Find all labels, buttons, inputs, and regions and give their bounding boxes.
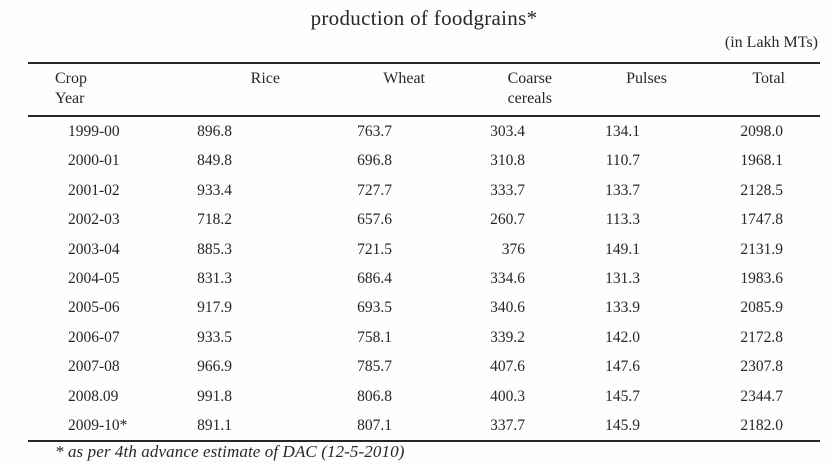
cell-year: 2002-03 bbox=[68, 211, 120, 229]
cell-pulses: 145.7 bbox=[605, 387, 640, 405]
header-total: Total bbox=[672, 63, 820, 117]
table-row: 2006-07 933.5 758.1 339.2 142.0 2172.8 bbox=[28, 323, 820, 352]
cell-pulses: 134.1 bbox=[605, 123, 640, 140]
page-title: production of foodgrains* bbox=[310, 6, 538, 30]
cell-pulses: 133.9 bbox=[605, 299, 640, 317]
cell-coarse: 340.6 bbox=[490, 299, 525, 317]
cell-total: 2307.8 bbox=[740, 358, 783, 376]
cell-total: 2182.0 bbox=[740, 417, 783, 435]
cell-total: 1968.1 bbox=[740, 152, 783, 170]
cell-rice: 718.2 bbox=[197, 211, 232, 229]
header-crop-year: Crop Year bbox=[28, 63, 160, 117]
unit-label: (in Lakh MTs) bbox=[724, 34, 818, 51]
cell-coarse: 337.7 bbox=[490, 417, 525, 435]
table-row: 2002-03 718.2 657.6 260.7 113.3 1747.8 bbox=[28, 205, 820, 234]
foodgrains-production-table: Crop Year Rice Wheat Coarse cereals Puls… bbox=[28, 62, 820, 443]
cell-wheat: 696.8 bbox=[357, 152, 392, 170]
cell-wheat: 693.5 bbox=[357, 299, 392, 317]
cell-total: 2098.0 bbox=[740, 123, 783, 140]
table-row: 2008.09 991.8 806.8 400.3 145.7 2344.7 bbox=[28, 382, 820, 411]
cell-coarse: 400.3 bbox=[490, 387, 525, 405]
cell-rice: 917.9 bbox=[197, 299, 232, 317]
cell-rice: 933.5 bbox=[197, 328, 232, 346]
cell-rice: 831.3 bbox=[197, 270, 232, 288]
cell-rice: 896.8 bbox=[197, 123, 232, 140]
cell-pulses: 113.3 bbox=[605, 211, 640, 229]
cell-wheat: 758.1 bbox=[357, 328, 392, 346]
cell-total: 2344.7 bbox=[740, 387, 783, 405]
cell-year: 2001-02 bbox=[68, 181, 120, 199]
cell-coarse: 260.7 bbox=[490, 211, 525, 229]
cell-year: 2004-05 bbox=[68, 270, 120, 288]
header-row: Crop Year Rice Wheat Coarse cereals Puls… bbox=[28, 63, 820, 117]
cell-rice: 933.4 bbox=[197, 181, 232, 199]
cell-year: 2003-04 bbox=[68, 240, 120, 258]
header-wheat: Wheat bbox=[290, 63, 430, 117]
cell-wheat: 785.7 bbox=[357, 358, 392, 376]
cell-total: 2172.8 bbox=[740, 328, 783, 346]
cell-coarse: 303.4 bbox=[490, 123, 525, 140]
cell-rice: 966.9 bbox=[197, 358, 232, 376]
cell-total: 2128.5 bbox=[740, 181, 783, 199]
cell-coarse: 333.7 bbox=[490, 181, 525, 199]
table-row: 2009-10* 891.1 807.1 337.7 145.9 2182.0 bbox=[28, 411, 820, 441]
cell-pulses: 149.1 bbox=[605, 240, 640, 258]
cell-rice: 991.8 bbox=[197, 387, 232, 405]
cell-wheat: 763.7 bbox=[357, 123, 392, 140]
table-row: 2007-08 966.9 785.7 407.6 147.6 2307.8 bbox=[28, 352, 820, 381]
cell-year: 2007-08 bbox=[68, 358, 120, 376]
cell-rice: 849.8 bbox=[197, 152, 232, 170]
cell-wheat: 721.5 bbox=[357, 240, 392, 258]
cell-total: 2085.9 bbox=[740, 299, 783, 317]
cell-coarse: 310.8 bbox=[490, 152, 525, 170]
table-body: 1999-00 896.8 763.7 303.4 134.1 2098.0 2… bbox=[28, 116, 820, 441]
cell-wheat: 806.8 bbox=[357, 387, 392, 405]
cell-coarse: 407.6 bbox=[490, 358, 525, 376]
cell-coarse: 339.2 bbox=[490, 328, 525, 346]
cell-pulses: 142.0 bbox=[605, 328, 640, 346]
cell-wheat: 657.6 bbox=[357, 211, 392, 229]
cell-pulses: 110.7 bbox=[605, 152, 640, 170]
cell-coarse: 334.6 bbox=[490, 270, 525, 288]
header-coarse-cereals-label: Coarse cereals bbox=[507, 70, 552, 107]
cell-year: 2005-06 bbox=[68, 299, 120, 317]
cell-wheat: 727.7 bbox=[357, 181, 392, 199]
cell-pulses: 131.3 bbox=[605, 270, 640, 288]
table-row: 2001-02 933.4 727.7 333.7 133.7 2128.5 bbox=[28, 176, 820, 205]
header-rice: Rice bbox=[160, 63, 290, 117]
cell-total: 1747.8 bbox=[740, 211, 783, 229]
cell-pulses: 145.9 bbox=[605, 417, 640, 435]
cell-total: 1983.6 bbox=[740, 270, 783, 288]
footnote: * as per 4th advance estimate of DAC (12… bbox=[55, 442, 405, 461]
cell-year: 2000-01 bbox=[68, 152, 120, 170]
header-coarse-cereals: Coarse cereals bbox=[430, 63, 560, 117]
table-row: 2005-06 917.9 693.5 340.6 133.9 2085.9 bbox=[28, 293, 820, 322]
table-row: 2000-01 849.8 696.8 310.8 110.7 1968.1 bbox=[28, 146, 820, 175]
header-pulses: Pulses bbox=[560, 63, 672, 117]
table-header: Crop Year Rice Wheat Coarse cereals Puls… bbox=[28, 63, 820, 117]
cell-year: 2009-10* bbox=[68, 417, 128, 435]
table-row: 2004-05 831.3 686.4 334.6 131.3 1983.6 bbox=[28, 264, 820, 293]
cell-year: 1999-00 bbox=[68, 123, 120, 140]
cell-year: 2006-07 bbox=[68, 328, 120, 346]
table-row: 1999-00 896.8 763.7 303.4 134.1 2098.0 bbox=[28, 116, 820, 146]
cell-pulses: 147.6 bbox=[605, 358, 640, 376]
cell-rice: 891.1 bbox=[197, 417, 232, 435]
cell-wheat: 807.1 bbox=[357, 417, 392, 435]
cell-pulses: 133.7 bbox=[605, 181, 640, 199]
cell-total: 2131.9 bbox=[740, 240, 783, 258]
table-row: 2003-04 885.3 721.5 376 149.1 2131.9 bbox=[28, 235, 820, 264]
cell-rice: 885.3 bbox=[197, 240, 232, 258]
cell-coarse: 376 bbox=[501, 240, 525, 258]
cell-year: 2008.09 bbox=[68, 387, 119, 405]
cell-wheat: 686.4 bbox=[357, 270, 392, 288]
